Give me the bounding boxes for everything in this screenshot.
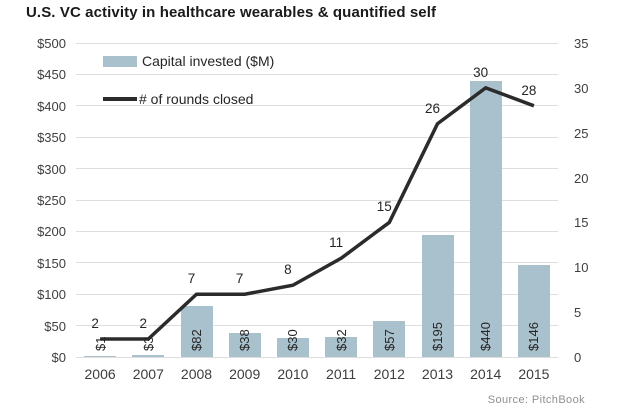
line-value-label: 2 xyxy=(91,316,99,332)
x-axis-tick: 2014 xyxy=(470,366,502,382)
line-value-label: 15 xyxy=(376,199,392,215)
line-value-label: 11 xyxy=(329,235,344,251)
gridline xyxy=(76,42,558,44)
bar-value-label: $30 xyxy=(285,329,301,351)
x-axis-tick: 2006 xyxy=(84,366,116,382)
left-axis-tick: $200 xyxy=(37,224,66,240)
x-axis-tick: 2013 xyxy=(421,366,454,382)
x-axis-tick: 2012 xyxy=(373,366,405,382)
left-axis-tick: $0 xyxy=(51,350,66,365)
left-axis-tick: $250 xyxy=(37,193,66,208)
bar-value-label: $32 xyxy=(333,329,349,351)
left-axis-tick: $400 xyxy=(37,98,66,114)
gridline xyxy=(76,325,558,327)
x-axis-tick: 2011 xyxy=(326,366,357,382)
legend-label: Capital invested ($M) xyxy=(142,53,275,69)
x-axis-tick: 2009 xyxy=(229,366,261,382)
right-axis-tick: 15 xyxy=(574,215,589,231)
bar-value-label: $146 xyxy=(526,322,542,351)
bar-2014 xyxy=(469,80,502,357)
bar-2009 xyxy=(228,333,261,357)
bar-value-label: $82 xyxy=(189,329,204,351)
line-value-label: 30 xyxy=(473,64,489,80)
left-axis-tick: $500 xyxy=(37,36,66,51)
gridline xyxy=(76,293,558,295)
right-axis-tick: 0 xyxy=(574,350,582,365)
x-axis-tick: 2007 xyxy=(132,366,164,382)
legend-label: # of rounds closed xyxy=(139,91,254,107)
line-value-label: 7 xyxy=(235,271,244,287)
bar-2008 xyxy=(180,305,213,357)
bar-2012 xyxy=(373,321,406,357)
bar-value-label: $1 xyxy=(92,336,108,351)
gridline xyxy=(76,230,558,232)
bar-value-label: $57 xyxy=(381,329,397,351)
bar-value-label: $440 xyxy=(478,322,494,351)
bar-value-label: $38 xyxy=(237,329,253,351)
left-axis-tick: $50 xyxy=(44,318,66,334)
x-axis-tick: 2010 xyxy=(277,366,309,382)
gridline xyxy=(76,199,558,201)
line-value-label: 7 xyxy=(187,271,196,287)
right-axis-tick: 35 xyxy=(574,36,589,51)
source-credit: Source: PitchBook xyxy=(487,394,585,406)
gridline xyxy=(76,136,558,138)
left-axis-tick: $100 xyxy=(37,287,66,303)
gridline xyxy=(76,356,558,358)
left-axis-tick: $150 xyxy=(37,255,66,271)
left-axis-tick: $450 xyxy=(37,67,66,83)
x-axis-tick: 2015 xyxy=(518,366,550,382)
line-value-label: 28 xyxy=(521,82,537,98)
bar-series-swatch xyxy=(103,55,137,67)
bar-2011 xyxy=(325,336,358,357)
bar-2006 xyxy=(84,356,117,357)
gridline xyxy=(76,73,558,75)
line-value-label: 2 xyxy=(139,316,148,332)
left-axis-tick: $300 xyxy=(37,161,66,177)
x-axis-tick: 2008 xyxy=(180,366,213,382)
bar-2010 xyxy=(276,338,309,357)
gridline xyxy=(76,262,558,264)
bar-value-label: $3 xyxy=(140,336,156,351)
bar-2007 xyxy=(132,355,165,357)
right-axis-tick: 25 xyxy=(574,125,589,141)
bar-2015 xyxy=(517,265,550,357)
left-axis-tick: $350 xyxy=(37,130,66,146)
bar-value-label: $195 xyxy=(430,322,445,351)
right-axis-tick: 30 xyxy=(574,80,589,96)
right-axis-tick: 20 xyxy=(574,170,589,186)
line-value-label: 8 xyxy=(284,262,292,278)
gridline xyxy=(76,105,558,107)
gridline xyxy=(76,168,558,170)
line-series-swatch xyxy=(103,97,137,101)
chart-title: U.S. VC activity in healthcare wearables… xyxy=(26,4,437,21)
right-axis-tick: 5 xyxy=(574,305,582,321)
right-axis-tick: 10 xyxy=(574,260,589,276)
legend-item-rounds-closed: # of rounds closed xyxy=(103,91,253,107)
bar-2013 xyxy=(421,234,454,357)
line-value-label: 26 xyxy=(424,100,441,116)
legend-item-capital-invested: Capital invested ($M) xyxy=(103,53,274,69)
